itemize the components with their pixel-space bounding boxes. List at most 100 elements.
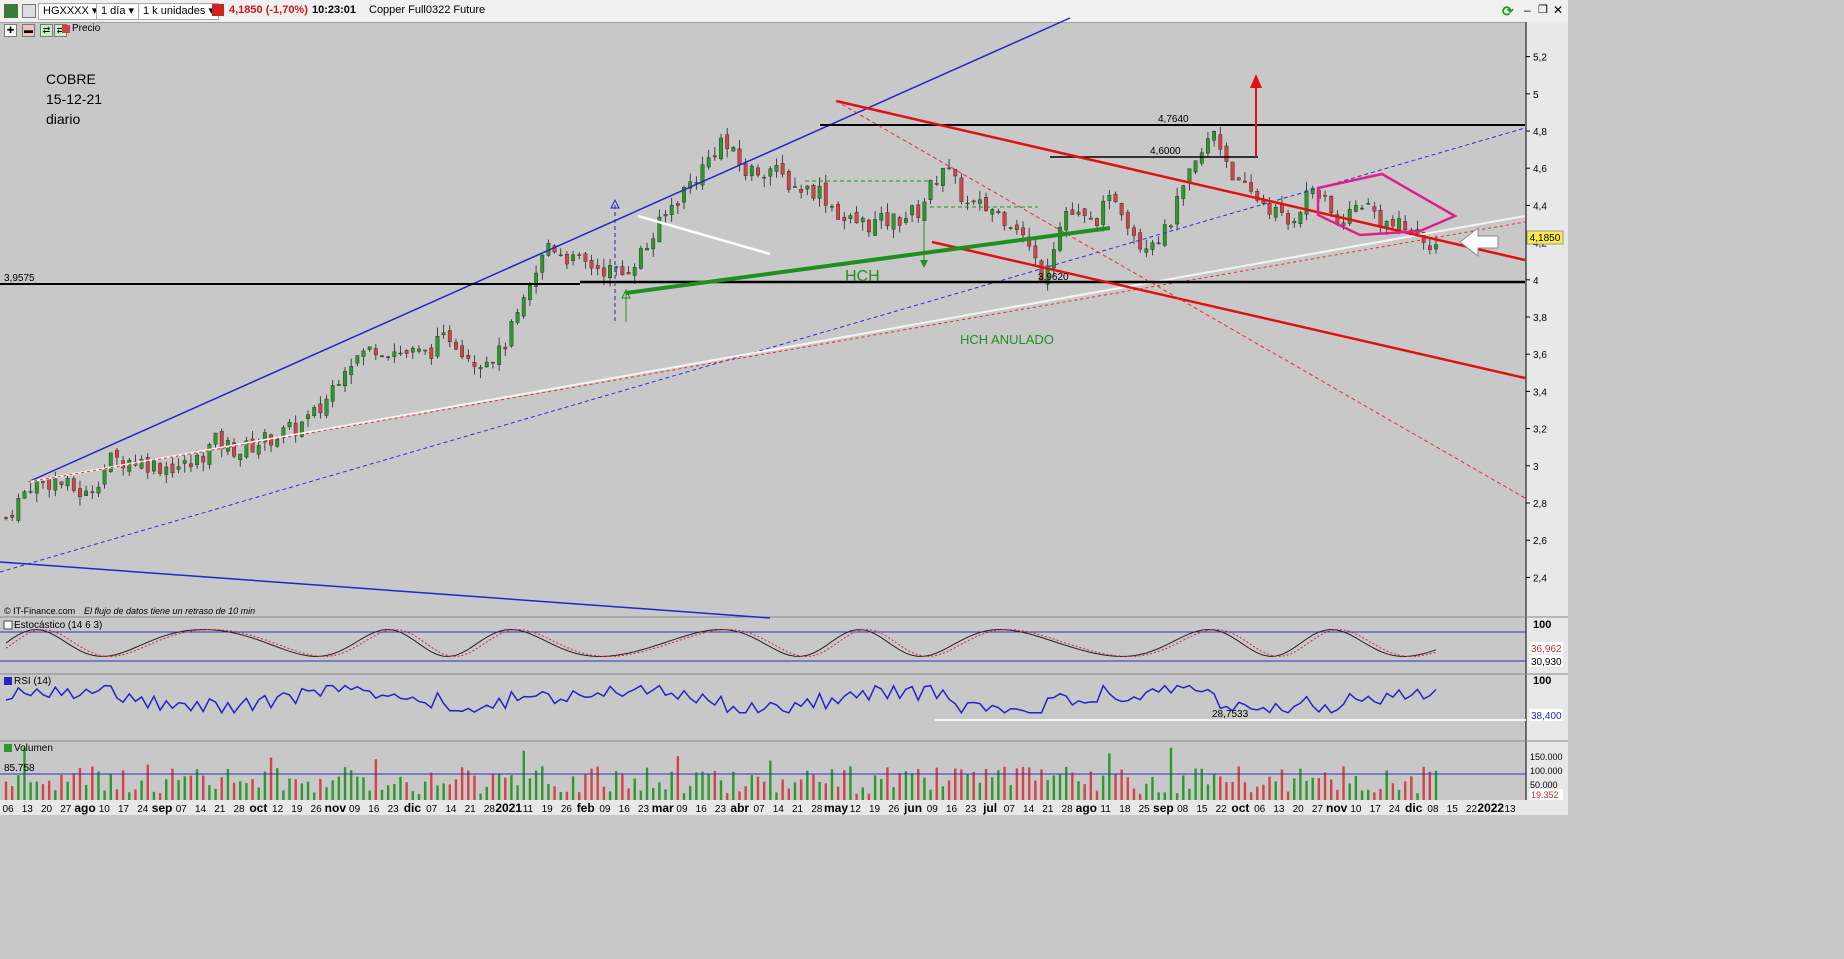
volume-bar (602, 786, 606, 800)
candle (620, 266, 625, 275)
quote-time: 10:23:01 (312, 4, 357, 16)
candle (373, 348, 378, 356)
tool-icon[interactable]: ⇄ (40, 24, 53, 37)
app-icon[interactable] (4, 4, 18, 18)
candle (1310, 188, 1315, 194)
volume-bar (1434, 770, 1438, 800)
symbol-selector[interactable]: HGXXXX ▾ (38, 3, 103, 20)
volume-bar (793, 782, 797, 800)
volume-bar (1206, 784, 1210, 800)
candle (1360, 207, 1364, 210)
x-tick-label: 09 (599, 804, 611, 815)
restore-icon[interactable]: ❐ (1538, 4, 1548, 16)
x-tick-label: dic (404, 801, 422, 815)
volume-bar (676, 756, 680, 800)
candle (256, 445, 261, 455)
candle (1064, 211, 1069, 231)
symbol-label: HGXXXX (43, 5, 89, 17)
volume-bar (1268, 776, 1271, 800)
rsi-low-label: 28,7533 (1212, 709, 1249, 720)
candle (756, 167, 760, 176)
level-46-label: 4,6000 (1150, 146, 1181, 157)
volume-bar (991, 777, 994, 800)
volume-bar (510, 775, 513, 800)
x-tick-label: 21 (214, 804, 226, 815)
candle (343, 370, 347, 387)
volume-bar (337, 776, 341, 800)
candle (189, 463, 193, 468)
candle (879, 213, 884, 221)
volume-bar (393, 783, 396, 800)
rsi-line (5, 684, 1437, 715)
y-tick-label: 3,2 (1533, 425, 1547, 436)
rsi-label: RSI (14) (14, 676, 51, 687)
candle (910, 205, 914, 216)
x-tick-label: abr (730, 801, 749, 815)
volume-bar (1021, 766, 1025, 800)
volume-bar (781, 779, 784, 800)
crosshair-icon[interactable]: ✚ (4, 24, 17, 37)
candle (1304, 190, 1309, 215)
volume-bar (72, 773, 76, 800)
candle (65, 477, 70, 487)
candle (152, 460, 156, 472)
x-tick-label: 16 (619, 804, 631, 815)
candle (1353, 205, 1358, 212)
x-tick-label: 19 (542, 804, 554, 815)
x-tick-label: mar (652, 801, 674, 815)
candle (127, 460, 132, 472)
y-tick-label: 3 (1533, 462, 1539, 473)
candle (1366, 203, 1371, 205)
chart-canvas[interactable]: 5,254,84,64,44,243,83,63,43,232,82,62,4 … (0, 0, 1568, 815)
candle (1341, 222, 1346, 226)
y-tick-label: 4,6 (1533, 164, 1547, 175)
volume-bar (423, 781, 427, 800)
minimize-icon[interactable]: – (1524, 3, 1531, 17)
x-tick-label: 13 (22, 804, 34, 815)
candle (515, 312, 520, 323)
volume-bar (578, 792, 581, 800)
volume-swatch (4, 744, 12, 752)
volume-bar (479, 793, 482, 800)
x-tick-label: 20 (1293, 804, 1305, 815)
annotation-timeframe: diario (46, 111, 80, 127)
x-tick-label: 16 (946, 804, 958, 815)
candle (589, 260, 594, 269)
candle (460, 345, 465, 358)
candle (830, 205, 834, 208)
x-tick-label: 23 (388, 804, 400, 815)
volume-bar (1114, 774, 1117, 800)
draw-tool-icon[interactable]: ▬ (22, 24, 35, 37)
refresh-icon[interactable]: ⟳ (1502, 3, 1514, 19)
x-tick-label: 16 (696, 804, 708, 815)
x-tick-label: 13 (1504, 804, 1516, 815)
volume-bar (214, 788, 217, 800)
candle (355, 355, 360, 364)
x-tick-label: feb (577, 801, 595, 815)
units-selector[interactable]: 1 k unidades ▾ (138, 3, 219, 20)
volume-bar (1003, 766, 1006, 800)
volume-bar (929, 789, 932, 800)
volume-bar (140, 780, 143, 800)
volume-bar (695, 772, 698, 800)
x-tick-label: 10 (1350, 804, 1362, 815)
trend-drawings (0, 17, 1526, 619)
price-axis (1526, 22, 1568, 815)
candle (626, 272, 631, 275)
red-channel-upper (835, 99, 1526, 262)
volume-bar (935, 767, 938, 800)
volume-bar (171, 768, 174, 800)
volume-bar (1342, 766, 1345, 800)
candle (275, 439, 280, 447)
stoch-toggle-icon[interactable] (3, 620, 13, 630)
volume-bar (1403, 781, 1407, 800)
candle (1273, 206, 1278, 218)
vol-100-label: 100.000 (1530, 766, 1563, 776)
volume-bar (1336, 789, 1339, 800)
volume-bar (861, 787, 864, 800)
close-icon[interactable]: ✕ (1553, 3, 1564, 17)
candle (565, 254, 569, 265)
volume-bar (1237, 766, 1240, 800)
volume-bar (1108, 753, 1111, 800)
list-icon[interactable] (22, 4, 36, 18)
